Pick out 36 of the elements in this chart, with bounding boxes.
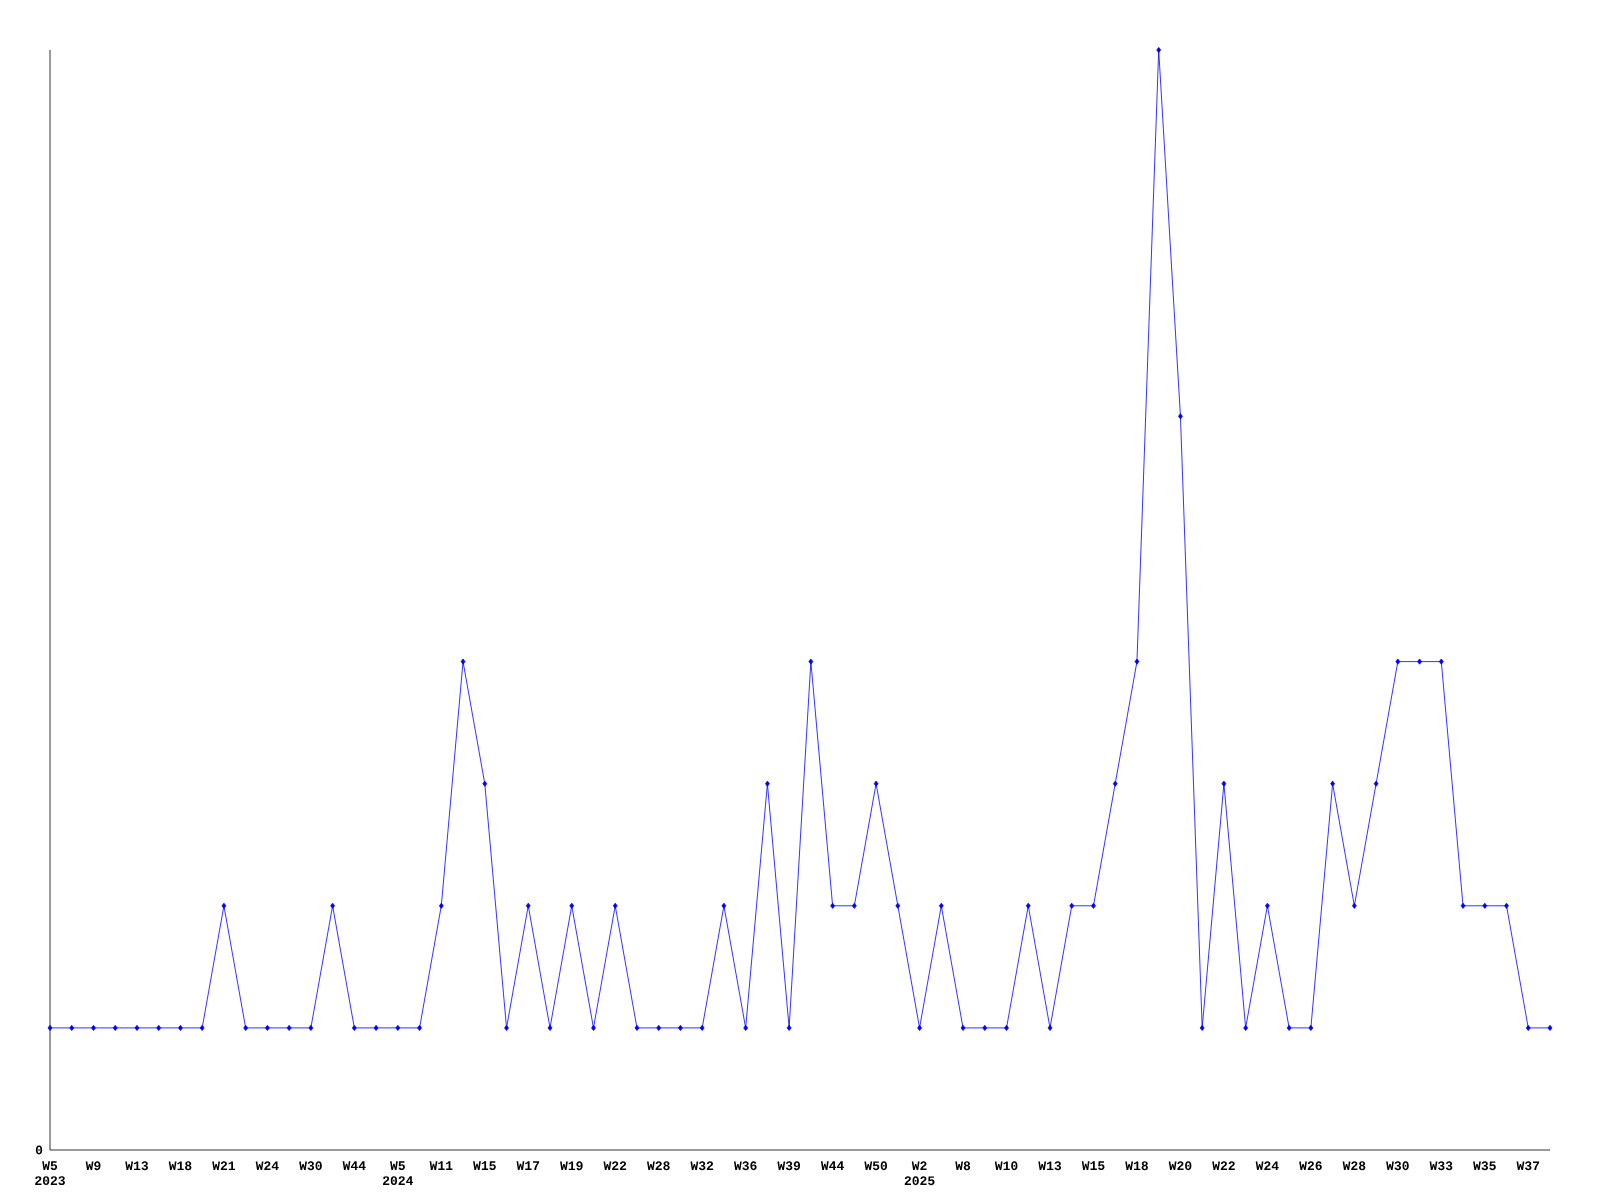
x-tick-label: W15 [473, 1161, 496, 1171]
x-tick-label: W19 [560, 1161, 583, 1171]
x-tick-label: W28 [647, 1161, 670, 1171]
x-tick-label: W18 [168, 1161, 192, 1171]
x-tick-label: W2 2025 [904, 1161, 935, 1186]
x-tick-label: W20 [1168, 1161, 1192, 1171]
x-tick-label: W10 [994, 1161, 1018, 1171]
x-tick-label: W11 [429, 1161, 453, 1170]
x-tick-label: W24 [255, 1161, 279, 1171]
x-tick-label: W50 [864, 1161, 888, 1171]
x-tick-label: W8 [955, 1161, 971, 1171]
x-tick-label: W5 2024 [383, 1161, 414, 1186]
x-tick-label: W44 [342, 1161, 366, 1170]
x-tick-label: W24 [1255, 1161, 1279, 1171]
x-tick-label: W22 [1212, 1161, 1235, 1171]
text: 0 [35, 1145, 43, 1155]
x-tick-label: W13 [1038, 1161, 1062, 1171]
x-tick-label: W21 [212, 1161, 236, 1171]
x-tick-label: W30 [299, 1161, 322, 1171]
x-tick-label: W5 2023 [35, 1161, 65, 1186]
x-tick-label: W35 [1473, 1161, 1496, 1171]
x-tick-label: W15 [1081, 1161, 1105, 1171]
x-tick-label: W26 [1299, 1161, 1322, 1171]
x-tick-label: W28 [1342, 1161, 1366, 1171]
x-tick-label: W17 [516, 1161, 540, 1170]
x-tick-label: W44 [820, 1161, 844, 1170]
x-tick-label: W9 [85, 1161, 101, 1171]
x-tick-label: W22 [603, 1161, 627, 1171]
x-tick-label: W30 [1386, 1161, 1409, 1171]
x-tick-label: W32 [690, 1161, 714, 1171]
x-tick-label: W13 [125, 1161, 148, 1171]
x-tick-label: W33 [1429, 1161, 1453, 1171]
x-tick-label: W39 [777, 1161, 801, 1171]
x-tick-label: W18 [1125, 1161, 1148, 1171]
x-tick-label: W37 [1516, 1161, 1540, 1171]
x-tick-label: W36 [733, 1161, 757, 1171]
